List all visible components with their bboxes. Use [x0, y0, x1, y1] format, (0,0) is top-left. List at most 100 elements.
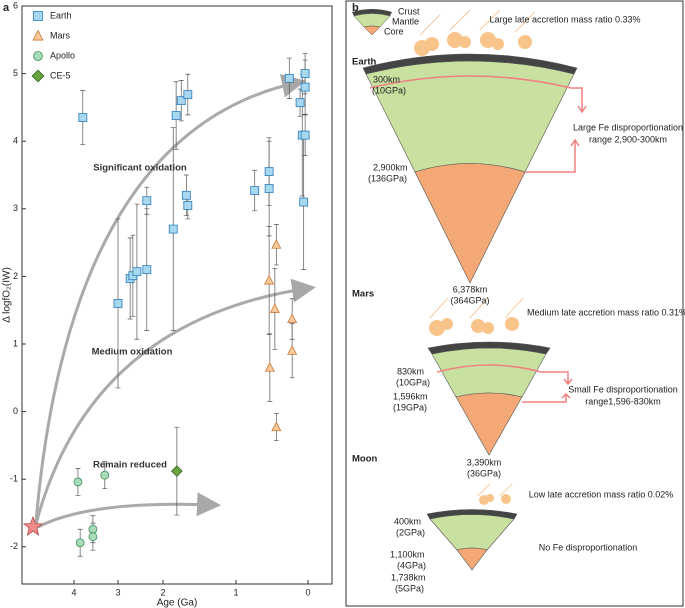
depth-label: 1,738km [391, 572, 426, 582]
marker-square [168, 224, 178, 234]
y-tick-label: 4 [13, 136, 18, 146]
y-tick-label: 3 [13, 203, 18, 213]
legend-label: CE-5 [50, 70, 71, 80]
marker-circle [88, 524, 98, 534]
marker-triangle [271, 238, 282, 249]
x-axis-label: Age (Ga) [157, 598, 198, 608]
pressure-label: (5GPa) [395, 583, 424, 593]
marker-square [181, 190, 191, 200]
note-label: range 2,900-300km [589, 134, 667, 144]
marker-square [299, 197, 309, 207]
x-tick-label: 4 [71, 587, 76, 597]
marker-square [171, 111, 181, 120]
x-tick-label: 0 [305, 587, 310, 597]
legend-label: Core [384, 26, 404, 36]
planet-name: Mars [352, 289, 374, 300]
marker-circle [33, 51, 43, 61]
marker-square [142, 265, 152, 275]
accretion-label: Large late accretion mass ratio 0.33% [489, 14, 640, 24]
marker-square [284, 73, 294, 83]
pressure-label: (136GPa) [368, 173, 407, 183]
marker-triangle [271, 421, 282, 432]
marker-square [132, 267, 142, 277]
depth-label: 830km [397, 366, 424, 376]
depth-label: 300km [373, 74, 400, 84]
marker-triangle [264, 362, 275, 372]
legend-label: Mars [50, 30, 70, 40]
start-star [22, 515, 44, 536]
marker-square [300, 69, 310, 79]
marker-circle [100, 470, 110, 480]
accretion-label: Medium late accretion mass ratio 0.31% [527, 307, 685, 317]
x-tick-label: 3 [115, 587, 120, 597]
marker-circle [88, 532, 98, 542]
marker-square [78, 113, 88, 122]
accretion-label: Low late accretion mass ratio 0.02% [529, 489, 674, 499]
panel-label: b [352, 2, 359, 14]
depth-label: 2,900km [373, 162, 408, 172]
marker-square [295, 98, 305, 108]
legend-label: Mantle [392, 16, 419, 26]
marker-square [176, 96, 186, 106]
planet-name: Moon [352, 454, 378, 465]
marker-square [183, 90, 193, 99]
depth-label: 1,100km [390, 549, 425, 559]
marker-square [142, 196, 152, 206]
marker-square [300, 82, 310, 92]
annotation: Significant oxidation [93, 163, 187, 174]
pressure-label: (19GPa) [393, 402, 427, 412]
marker-square [264, 184, 274, 193]
pressure-label: (364GPa) [450, 295, 489, 305]
panel-label: a [3, 2, 10, 14]
depth-label: 6,378km [453, 284, 488, 294]
marker-square [113, 299, 123, 308]
y-tick-label: 1 [13, 338, 18, 348]
plot-frame [21, 5, 333, 585]
note-label: Small Fe disproportionation [568, 384, 678, 394]
legend-label: Crust [398, 6, 420, 16]
marker-circle [73, 477, 83, 487]
marker-diamond [171, 465, 183, 477]
moon-section [426, 509, 518, 571]
marker-circle [75, 538, 85, 548]
accretion-clouds [414, 9, 536, 505]
note-label: range1,596-830km [585, 396, 661, 406]
depth-label: 400km [394, 516, 421, 526]
pressure-label: (36GPa) [467, 468, 501, 478]
marker-triangle [287, 345, 298, 355]
y-tick-label: 2 [13, 271, 18, 281]
y-tick-label: -1 [10, 474, 18, 484]
layer-legend [352, 9, 392, 36]
y-tick-label: 0 [13, 406, 18, 416]
x-tick-label: 2 [160, 587, 165, 597]
y-tick-label: 5 [13, 68, 18, 78]
marker-square [250, 186, 260, 195]
legend-label: Earth [50, 10, 72, 20]
pressure-label: (10GPa) [396, 377, 430, 387]
y-tick-label: -2 [10, 541, 18, 551]
marker-square [264, 167, 274, 177]
annotation: Medium oxidation [92, 347, 173, 358]
pressure-label: (10GPa) [372, 85, 406, 95]
earth-section [362, 53, 587, 284]
trend-arrows [34, 73, 316, 529]
marker-square [33, 11, 43, 21]
pressure-label: (2GPa) [396, 527, 425, 537]
marker-triangle [32, 29, 44, 41]
y-tick-label: 6 [13, 0, 18, 10]
data-marks [73, 52, 310, 557]
planet-name: Earth [352, 57, 376, 68]
marker-square [300, 130, 310, 140]
pressure-label: (4GPa) [397, 560, 426, 570]
marker-triangle [264, 274, 275, 285]
note-label: No Fe disproportionation [539, 542, 638, 552]
y-axis-label: Δ logfO₂(IW) [2, 267, 13, 323]
marker-square [183, 201, 193, 210]
mars-section [427, 341, 573, 456]
legend-label: Apollo [50, 50, 75, 60]
note-label: Large Fe disproportionation [573, 122, 683, 132]
marker-triangle [269, 303, 280, 313]
annotation: Remain reduced [93, 460, 167, 471]
panel-frame [345, 0, 684, 607]
